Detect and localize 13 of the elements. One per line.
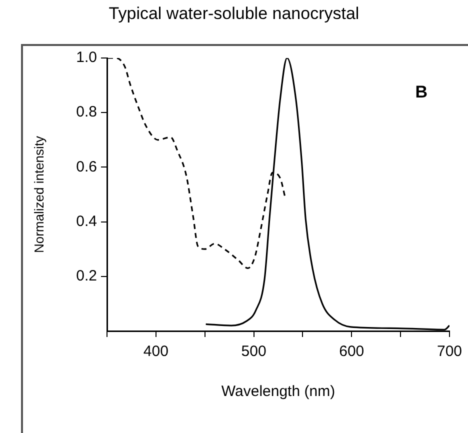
chart-title: Typical water-soluble nanocrystal: [108, 4, 360, 24]
y-tick-label: 1.0: [76, 49, 97, 66]
x-tick-label: 600: [339, 343, 364, 360]
x-tick-label: 400: [143, 343, 168, 360]
y-tick-label: 0.6: [76, 158, 97, 176]
x-tick-label: 500: [241, 343, 266, 360]
annotation: B: [415, 82, 428, 102]
x-tick-label: 700: [436, 343, 462, 360]
y-tick-label: 0.4: [76, 212, 97, 230]
y-tick-label: 0.8: [76, 104, 97, 121]
y-axis-title: Normalized intensity: [31, 135, 46, 254]
x-axis-title: Wavelength (nm): [221, 383, 336, 400]
y-tick-label: 0.2: [76, 268, 97, 285]
